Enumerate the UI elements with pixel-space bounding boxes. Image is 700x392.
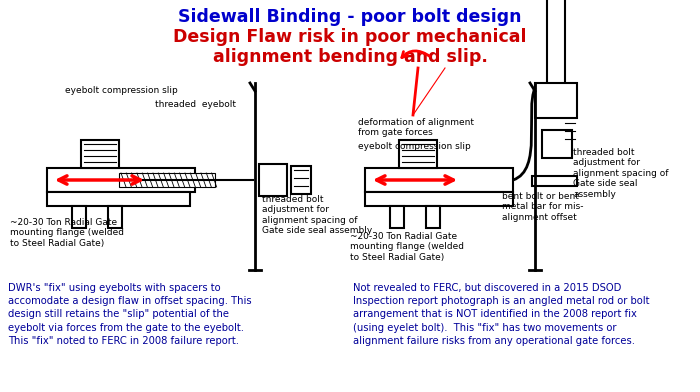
- Bar: [291, 166, 311, 194]
- Text: alignment bending and slip.: alignment bending and slip.: [213, 48, 487, 66]
- Bar: [365, 168, 513, 192]
- Bar: [365, 192, 513, 206]
- Text: threaded bolt
adjustment for
alignment spacing of
Gate side seal assembly: threaded bolt adjustment for alignment s…: [262, 195, 372, 235]
- Bar: [426, 206, 440, 228]
- Bar: [72, 206, 86, 228]
- Bar: [47, 168, 195, 192]
- Text: Sidewall Binding - poor bolt design: Sidewall Binding - poor bolt design: [178, 8, 522, 26]
- Bar: [542, 130, 572, 158]
- Text: ~20-30 Ton Radial Gate
mounting flange (welded
to Steel Radial Gate): ~20-30 Ton Radial Gate mounting flange (…: [350, 232, 464, 262]
- Text: deformation of alignment
from gate forces: deformation of alignment from gate force…: [358, 118, 474, 138]
- Text: threaded bolt
adjustment for
alignment spacing of
Gate side seal
assembly: threaded bolt adjustment for alignment s…: [573, 148, 668, 199]
- Bar: [390, 206, 404, 228]
- Text: Not revealed to FERC, but discovered in a 2015 DSOD
Inspection report photograph: Not revealed to FERC, but discovered in …: [353, 283, 650, 346]
- Bar: [259, 164, 287, 196]
- Bar: [81, 140, 119, 168]
- Bar: [535, 83, 577, 118]
- Bar: [399, 140, 437, 168]
- Text: ~20-30 Ton Radial Gate
mounting flange (welded
to Steel Radial Gate): ~20-30 Ton Radial Gate mounting flange (…: [10, 218, 124, 248]
- Text: eyebolt compression slip: eyebolt compression slip: [358, 142, 470, 151]
- Text: bent bolt or bent
metal bar for mis-
alignment offset: bent bolt or bent metal bar for mis- ali…: [502, 192, 584, 222]
- Text: DWR's "fix" using eyebolts with spacers to
accomodate a design flaw in offset sp: DWR's "fix" using eyebolts with spacers …: [8, 283, 251, 346]
- Bar: [532, 176, 577, 186]
- Bar: [108, 206, 122, 228]
- Text: threaded  eyebolt: threaded eyebolt: [155, 100, 236, 109]
- Bar: [47, 192, 190, 206]
- Text: Design Flaw risk in poor mechanical: Design Flaw risk in poor mechanical: [174, 28, 526, 46]
- Text: eyebolt compression slip: eyebolt compression slip: [65, 86, 178, 95]
- Bar: [547, 0, 565, 88]
- Bar: [119, 173, 215, 187]
